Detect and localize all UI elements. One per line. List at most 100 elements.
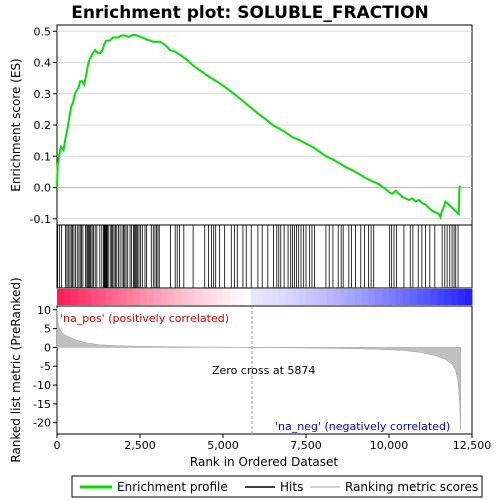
rank-bar-segment xyxy=(382,289,390,305)
rank-bar-segment xyxy=(202,289,210,305)
rank-bar-segment xyxy=(188,289,196,305)
rank-bar-segment xyxy=(278,289,286,305)
negative-correlation-label: 'na_neg' (negatively correlated) xyxy=(275,420,450,433)
legend: Enrichment profile Hits Ranking metric s… xyxy=(71,475,483,498)
y-tick-label: -0.1 xyxy=(30,213,51,226)
y-tick-label: -15 xyxy=(33,398,51,411)
hits-markers xyxy=(57,225,459,288)
zero-cross-label: Zero cross at 5874 xyxy=(212,364,315,377)
rank-bar-segment xyxy=(423,289,431,305)
rank-bar-segment xyxy=(375,289,383,305)
rank-bar-segment xyxy=(216,289,224,305)
rank-bar-segment xyxy=(264,289,272,305)
positive-correlation-label: 'na_pos' (positively correlated) xyxy=(60,312,229,325)
rank-bar-segment xyxy=(430,289,438,305)
rank-bar-segment xyxy=(389,289,397,305)
rank-bar-segment xyxy=(257,289,265,305)
rank-bar-segment xyxy=(250,289,259,305)
legend-label-metric: Ranking metric scores xyxy=(345,480,478,494)
rank-bar-segment xyxy=(126,289,134,305)
rank-bar-segment xyxy=(368,289,376,305)
y-tick-label: 0.0 xyxy=(34,182,52,195)
metric-y-ticks: 10 5 0 -5 -10 -15 -20 xyxy=(33,304,57,430)
enrichment-y-ticks: -0.1 0.0 0.1 0.2 0.3 0.4 0.5 xyxy=(30,25,57,226)
rank-bar-segment xyxy=(354,289,362,305)
rank-bar-segment xyxy=(84,289,93,305)
rank-bar-segment xyxy=(140,289,148,305)
x-tick-label: 7,500 xyxy=(290,439,322,452)
y-tick-label: 10 xyxy=(37,304,51,317)
rank-bar-segment xyxy=(271,289,279,305)
y-tick-label: -5 xyxy=(40,360,51,373)
rank-bar-segment xyxy=(306,289,314,305)
rank-bar-segment xyxy=(195,289,203,305)
y-tick-label: 0.5 xyxy=(34,25,52,38)
rank-bar-segment xyxy=(416,289,425,305)
x-tick-label: 10,000 xyxy=(370,439,409,452)
rank-bar-segment xyxy=(119,289,127,305)
rank-bar-segment xyxy=(181,289,189,305)
y-tick-label: 0.3 xyxy=(34,88,52,101)
y-tick-label: 5 xyxy=(44,323,51,336)
rank-bar-segment xyxy=(299,289,307,305)
x-tick-label: 12,500 xyxy=(453,439,492,452)
rank-bar-segment xyxy=(57,289,65,305)
rank-color-bar xyxy=(57,289,473,305)
rank-bar-segment xyxy=(451,289,459,305)
y-tick-label: 0 xyxy=(44,341,51,354)
metric-x-ticks: 0 2,500 5,000 7,500 10,000 12,500 xyxy=(54,434,492,452)
x-axis-label: Rank in Ordered Dataset xyxy=(190,455,338,469)
rank-bar-segment xyxy=(340,289,348,305)
rank-bar-segment xyxy=(402,289,411,305)
metric-plot-frame xyxy=(56,305,473,435)
rank-bar-segment xyxy=(292,289,300,305)
legend-label-enrichment: Enrichment profile xyxy=(117,480,228,494)
rank-bar-segment xyxy=(444,289,452,305)
rank-bar-segment xyxy=(223,289,231,305)
rank-bar-segment xyxy=(409,289,418,305)
rank-bar-segment xyxy=(319,289,328,305)
rank-bar-segment xyxy=(133,289,141,305)
hits-panel-frame xyxy=(56,224,473,289)
rank-bar-segment xyxy=(112,289,120,305)
y-tick-label: -20 xyxy=(33,417,51,430)
rank-bar-segment xyxy=(160,289,169,305)
rank-bar-segment xyxy=(347,289,355,305)
enrichment-y-axis-label: Enrichment score (ES) xyxy=(9,58,23,191)
rank-bar-segment xyxy=(312,289,321,305)
rank-bar-segment xyxy=(458,289,466,305)
rank-bar-segment xyxy=(153,289,162,305)
enrichment-profile-line xyxy=(56,33,462,221)
rank-bar-segment xyxy=(333,289,342,305)
rank-bar-segment xyxy=(209,289,217,305)
rank-bar-segment xyxy=(285,289,293,305)
legend-box xyxy=(71,475,483,498)
rank-bar-segment xyxy=(70,289,79,305)
x-tick-label: 2,500 xyxy=(124,439,156,452)
y-tick-label: 0.1 xyxy=(34,150,52,163)
legend-label-hits: Hits xyxy=(280,480,303,494)
rank-bar-segment xyxy=(326,289,335,305)
ranking-metric-area xyxy=(56,307,461,431)
chart-title: Enrichment plot: SOLUBLE_FRACTION xyxy=(71,3,429,23)
rank-bar-segment xyxy=(243,289,252,305)
x-tick-label: 0 xyxy=(54,439,61,452)
enrichment-grid xyxy=(57,30,472,220)
rank-bar-segment xyxy=(437,289,445,305)
rank-bar-segment xyxy=(229,289,238,305)
rank-bar-segment xyxy=(395,289,404,305)
rank-bar-segment xyxy=(77,289,86,305)
rank-bar-segment xyxy=(465,289,473,305)
x-tick-label: 5,000 xyxy=(207,439,239,452)
rank-bar-segment xyxy=(236,289,245,305)
rank-bar-segment xyxy=(63,289,72,305)
rank-bar-segment xyxy=(105,289,113,305)
rank-bar-segment xyxy=(174,289,182,305)
rank-bar-segment xyxy=(146,289,155,305)
y-tick-label: 0.2 xyxy=(34,119,52,132)
rank-bar-segment xyxy=(361,289,369,305)
y-tick-label: 0.4 xyxy=(34,57,52,70)
y-tick-label: -10 xyxy=(33,379,51,392)
rank-bar-segment xyxy=(91,289,99,305)
